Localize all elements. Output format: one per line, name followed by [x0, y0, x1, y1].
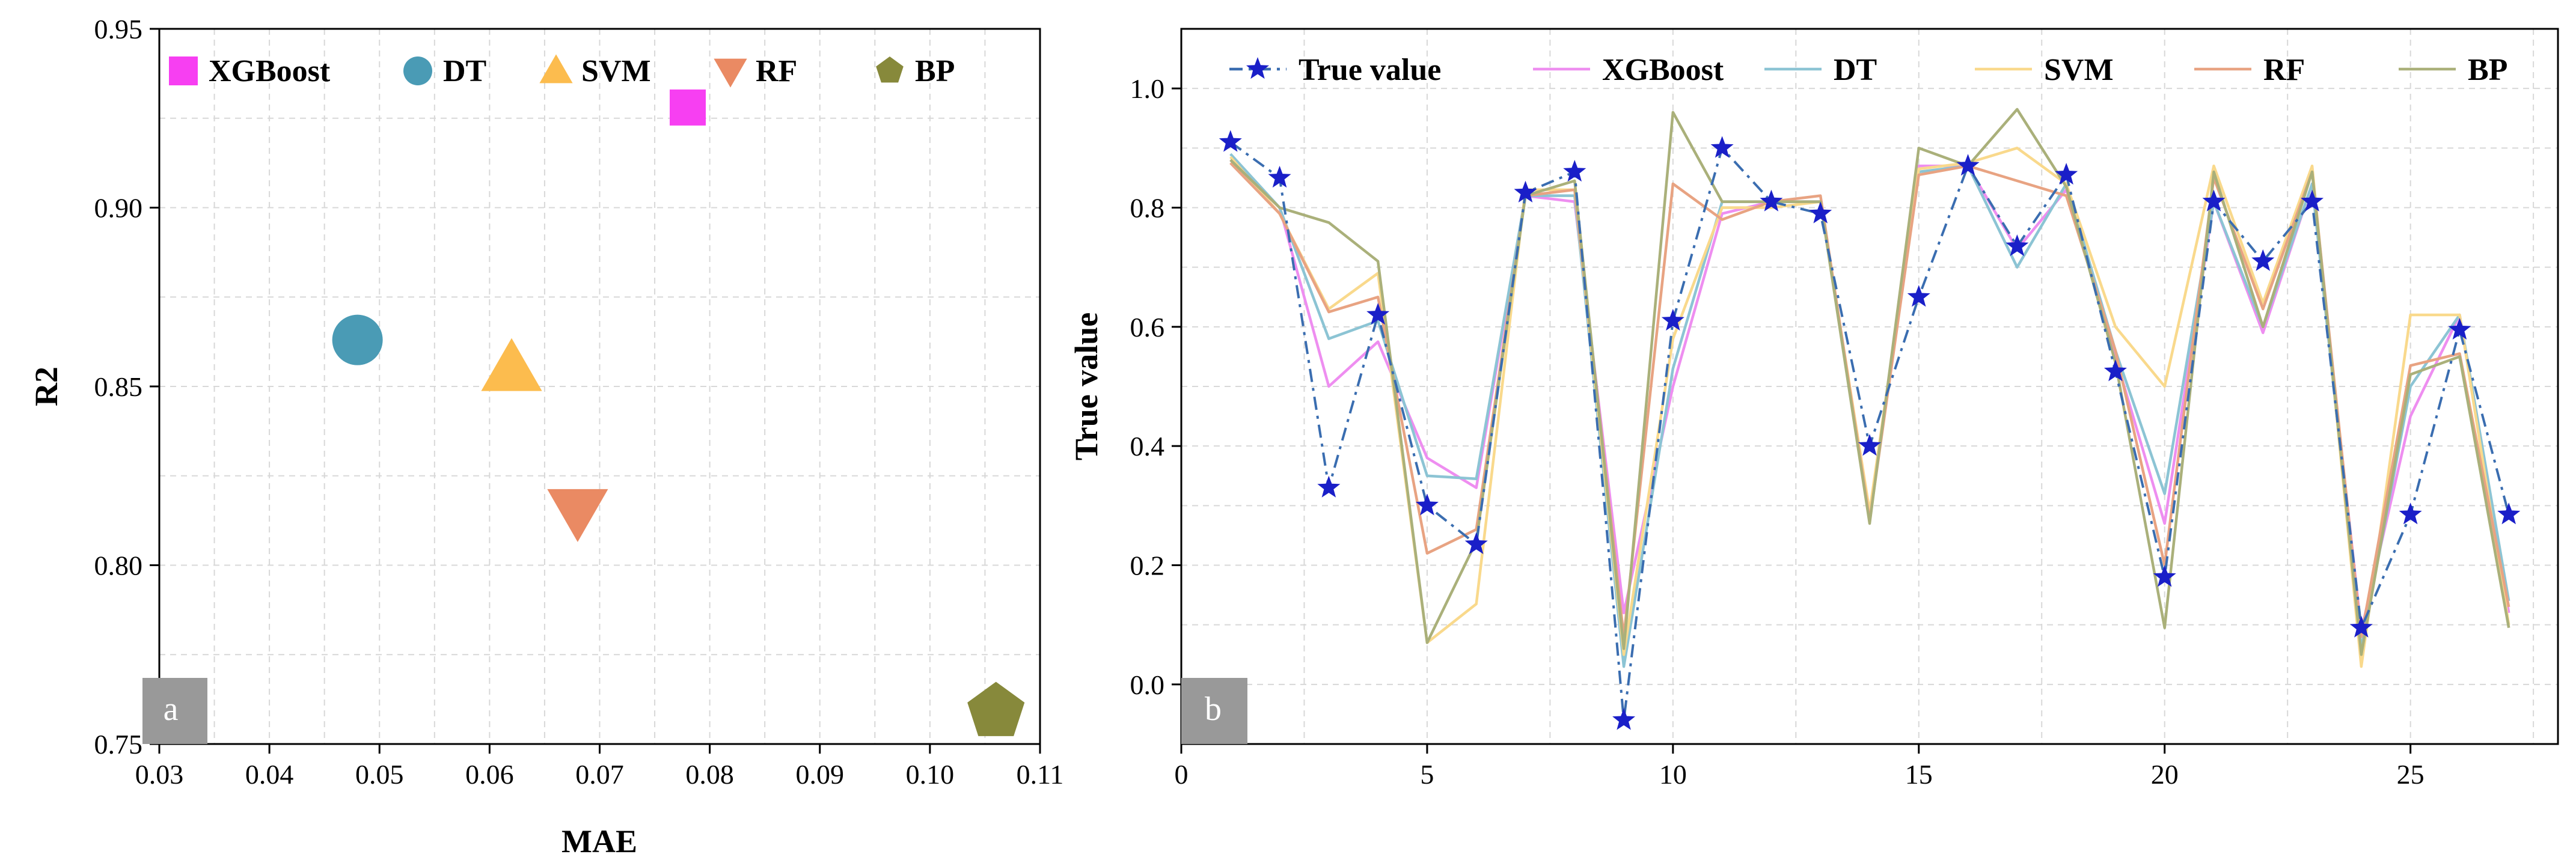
- point-true-value: [1219, 130, 1242, 152]
- y-tick-label: 0.85: [94, 371, 143, 402]
- legend-label-dt: DT: [443, 54, 486, 88]
- point-true-value: [2251, 249, 2275, 271]
- point-true-value: [1710, 136, 1734, 158]
- point-true-value: [2497, 502, 2521, 525]
- x-tick-label: 5: [1420, 759, 1434, 790]
- x-tick-label: 0.10: [906, 759, 955, 790]
- legend-marker-true-value: [1246, 57, 1270, 79]
- legend-marker-bp: [876, 56, 904, 83]
- panel-b-y-ticks: 0.0 0.2 0.4 0.6 0.8 1.0: [1130, 73, 1181, 700]
- x-tick-label: 0.06: [465, 759, 514, 790]
- panel-a-points: [332, 89, 1025, 736]
- point-true-value: [1907, 285, 1930, 307]
- point-true-value: [1464, 532, 1488, 554]
- y-tick-label: 0.6: [1130, 312, 1165, 343]
- point-true-value: [1366, 303, 1390, 325]
- panel-b-line: 0 5 10 15 20 25 0.0 0.2 0.4 0.6 0.8 1.0 True value…: [1068, 28, 2559, 790]
- x-tick-label: 0.08: [685, 759, 734, 790]
- legend-label-xgboost: XGBoost: [209, 54, 331, 88]
- point-true-value: [1956, 154, 1980, 176]
- x-tick-label: 0.07: [575, 759, 624, 790]
- point-true-value: [1612, 708, 1636, 730]
- y-tick-label: 1.0: [1130, 73, 1165, 104]
- panel-a-label-box: [142, 678, 207, 744]
- panel-b-x-ticks: 0 5 10 15 20 25: [1175, 744, 2425, 790]
- y-tick-label: 0.95: [94, 14, 143, 44]
- point-true-value: [2055, 162, 2078, 185]
- legend-marker-svm: [539, 54, 573, 84]
- x-tick-label: 10: [1659, 759, 1687, 790]
- legend-marker-dt: [403, 56, 432, 85]
- point-true-value: [1760, 189, 1783, 212]
- x-tick-label: 25: [2397, 759, 2425, 790]
- point-true-value: [1514, 180, 1537, 203]
- legend-label-dt: DT: [1834, 53, 1877, 87]
- point-true-value: [2301, 189, 2324, 212]
- legend-label-rf: RF: [2263, 53, 2305, 87]
- panel-b-y-axis-title: True value: [1068, 313, 1104, 460]
- x-tick-label: 0: [1175, 759, 1189, 790]
- legend-label-svm: SVM: [2044, 53, 2114, 87]
- point-true-value: [2103, 359, 2127, 382]
- point-true-value: [2202, 189, 2226, 212]
- legend-label-rf: RF: [756, 54, 797, 88]
- legend-label-svm: SVM: [581, 54, 651, 88]
- x-tick-label: 15: [1905, 759, 1933, 790]
- point-rf: [547, 489, 608, 542]
- point-true-value: [1415, 493, 1439, 516]
- point-xgboost: [670, 89, 706, 126]
- point-true-value: [2448, 317, 2471, 340]
- point-true-value: [1563, 160, 1586, 182]
- legend-label-bp: BP: [2468, 53, 2507, 87]
- y-tick-label: 0.75: [94, 729, 143, 760]
- point-bp: [967, 682, 1025, 736]
- x-tick-label: 0.04: [245, 759, 294, 790]
- x-tick-label: 0.09: [796, 759, 845, 790]
- panel-a-legend: XGBoost DT SVM RF BP: [169, 54, 955, 88]
- point-true-value: [1317, 475, 1341, 498]
- point-true-value: [2005, 234, 2029, 257]
- panel-b-plot-frame: [1180, 28, 2559, 745]
- y-tick-label: 0.4: [1130, 431, 1165, 462]
- point-true-value: [2153, 565, 2176, 587]
- point-true-value: [1809, 201, 1832, 224]
- y-tick-label: 0.2: [1130, 550, 1165, 581]
- legend-label-bp: BP: [915, 54, 955, 88]
- x-tick-label: 0.05: [355, 759, 404, 790]
- panel-b-gridlines: [1181, 29, 2558, 744]
- legend-marker-rf: [714, 58, 747, 88]
- legend-label-true-value: True value: [1299, 53, 1441, 87]
- panel-a-x-ticks: 0.03 0.04 0.05 0.06 0.07 0.08 0.09 0.10 0.11: [135, 744, 1064, 790]
- x-tick-label: 20: [2151, 759, 2179, 790]
- panel-a-scatter: 0.03 0.04 0.05 0.06 0.07 0.08 0.09 0.10 0.11 0.7…: [28, 14, 1063, 859]
- y-tick-label: 0.80: [94, 550, 143, 581]
- panel-b-legend: True value XGBoost DT SVM RF BP: [1229, 53, 2507, 87]
- point-true-value: [1268, 165, 1291, 188]
- x-tick-label: 0.03: [135, 759, 184, 790]
- panel-a-y-axis-title: R2: [28, 367, 64, 406]
- y-tick-label: 0.8: [1130, 193, 1165, 224]
- panel-b-series: [1219, 108, 2521, 730]
- point-dt: [332, 314, 383, 365]
- y-tick-label: 0.0: [1130, 669, 1165, 700]
- legend-label-xgboost: XGBoost: [1602, 53, 1724, 87]
- panel-b-label: b: [1205, 691, 1222, 728]
- series-line-bp: [1229, 108, 2510, 656]
- panel-a-label: a: [164, 691, 179, 728]
- point-true-value: [2399, 502, 2422, 525]
- x-tick-label: 0.11: [1017, 759, 1064, 790]
- panel-b-label-box: [1181, 678, 1247, 744]
- legend-marker-xgboost: [169, 56, 198, 85]
- y-tick-label: 0.90: [94, 193, 143, 224]
- point-true-value: [2349, 615, 2373, 638]
- panel-a-gridlines: [159, 29, 1040, 744]
- point-svm: [481, 338, 542, 391]
- panel-a-x-axis-title: MAE: [561, 823, 637, 859]
- point-true-value: [1661, 308, 1684, 331]
- point-true-value: [1858, 434, 1882, 456]
- panel-a-y-ticks: 0.75 0.80 0.85 0.90 0.95: [94, 14, 159, 760]
